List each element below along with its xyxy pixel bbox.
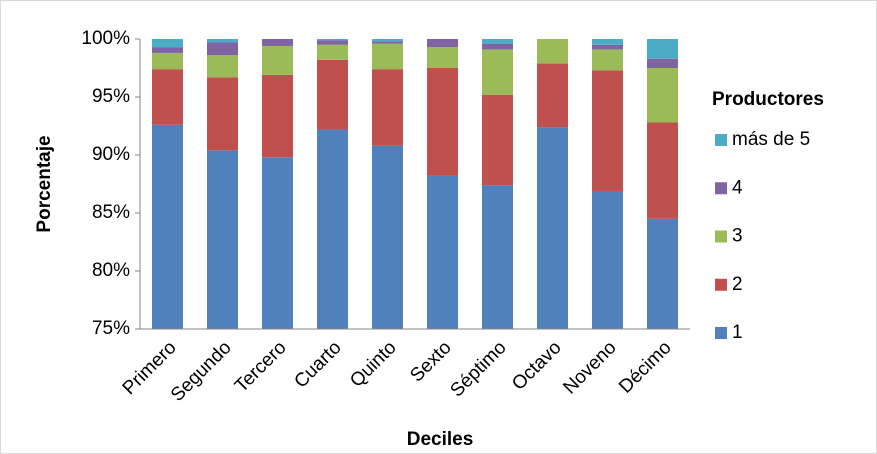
bar-segment	[592, 44, 623, 50]
legend-label: más de 5	[732, 129, 810, 150]
bar-segment	[207, 39, 238, 43]
bar-segment	[207, 55, 238, 78]
bar-segment	[262, 157, 293, 329]
bar-segment	[647, 68, 678, 123]
bar-segment	[427, 47, 458, 68]
legend-label: 2	[732, 274, 743, 295]
y-axis-title: Porcentaje	[34, 135, 55, 232]
legend-swatch	[715, 230, 727, 243]
bar-segment	[482, 43, 513, 50]
bar-segment	[317, 129, 348, 329]
bar-segment	[317, 39, 348, 41]
bar-segment	[372, 43, 403, 70]
bar-segment	[427, 39, 458, 48]
bar-segment	[647, 58, 678, 68]
bar-segment	[482, 49, 513, 95]
bar-segment	[482, 39, 513, 44]
bar-segment	[152, 124, 183, 329]
bar-segment	[152, 52, 183, 70]
bar-segment	[592, 39, 623, 45]
legend-label: 4	[732, 177, 743, 198]
bar-segment	[152, 69, 183, 125]
bar-segment	[482, 185, 513, 329]
bar-segment	[207, 42, 238, 56]
bar-segment	[647, 39, 678, 59]
bar-segment	[152, 47, 183, 53]
legend-swatch	[715, 278, 727, 291]
bar-segment	[372, 41, 403, 44]
bar-segment	[537, 39, 568, 64]
bar-segment	[372, 69, 403, 146]
bar-segment	[372, 145, 403, 329]
bar-segment	[427, 68, 458, 176]
bar-segment	[262, 45, 293, 75]
bar-segment	[537, 127, 568, 329]
bar-segment	[262, 39, 293, 46]
bar-segment	[647, 218, 678, 329]
legend-swatch	[715, 182, 727, 195]
legend-swatch	[715, 134, 727, 146]
bar-segment	[537, 63, 568, 128]
bar-segment	[152, 39, 183, 48]
bar-segment	[592, 70, 623, 191]
legend-swatch	[715, 327, 727, 339]
legend-title: Productores	[712, 89, 824, 110]
y-tick-label: 95%	[92, 86, 130, 107]
y-tick-label: 75%	[92, 318, 130, 339]
bar-segment	[317, 59, 348, 130]
bar-segment	[317, 44, 348, 60]
bar-segment	[262, 74, 293, 158]
bar-segment	[592, 190, 623, 329]
bar-segment	[207, 77, 238, 151]
y-tick-label: 90%	[92, 144, 130, 165]
bar-segment	[592, 49, 623, 71]
bar-segment	[482, 94, 513, 186]
y-tick-label: 80%	[92, 260, 130, 281]
bar-segment	[647, 122, 678, 219]
y-tick-label: 85%	[92, 202, 130, 223]
x-axis-title: Deciles	[407, 429, 474, 450]
legend-label: 3	[732, 226, 743, 247]
y-tick-label: 100%	[81, 28, 130, 49]
legend-label: 1	[732, 322, 743, 343]
bar-segment	[427, 175, 458, 329]
bar-segment	[317, 40, 348, 45]
bar-segment	[372, 39, 403, 42]
bar-segment	[207, 150, 238, 329]
